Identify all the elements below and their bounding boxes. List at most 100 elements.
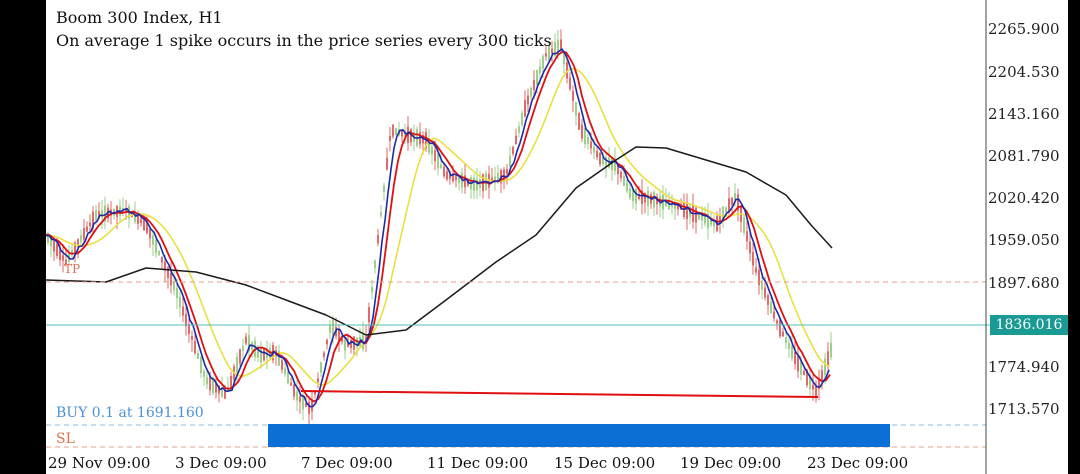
candle-body — [566, 62, 568, 79]
candle-body — [674, 203, 676, 210]
time-tick: 3 Dec 09:00 — [175, 454, 267, 472]
candle-body — [302, 394, 304, 410]
candle-body — [236, 357, 238, 373]
candle-body — [749, 241, 751, 254]
candle-body — [728, 198, 730, 213]
candle-body — [308, 402, 310, 414]
candle-body — [446, 171, 448, 180]
candle-body — [773, 311, 775, 319]
candle-body — [770, 301, 772, 314]
candle-body — [317, 378, 319, 383]
price-chart[interactable] — [46, 0, 1080, 474]
candle-body — [65, 259, 67, 265]
candle-body — [380, 212, 382, 216]
price-tick: 2143.160 — [988, 105, 1060, 123]
candle-body — [77, 239, 79, 248]
candle-body — [248, 335, 250, 351]
candle-body — [737, 194, 739, 211]
time-tick: 23 Dec 09:00 — [807, 454, 909, 472]
candle-body — [779, 319, 781, 337]
time-tick: 15 Dec 09:00 — [554, 454, 656, 472]
candle-body — [299, 396, 301, 402]
candle-body — [86, 226, 88, 232]
candle-body — [215, 382, 217, 393]
candle-body — [146, 221, 148, 234]
candle-body — [419, 132, 421, 145]
time-tick: 7 Dec 09:00 — [301, 454, 393, 472]
candle-body — [536, 70, 538, 85]
candle-body — [734, 193, 736, 200]
candle-body — [623, 175, 625, 187]
candle-body — [821, 370, 823, 381]
candle-body — [230, 375, 232, 387]
candle-body — [188, 323, 190, 335]
candle-body — [212, 377, 214, 394]
sl-label[interactable]: SL — [56, 431, 75, 447]
candle-body — [776, 320, 778, 324]
candle-body — [293, 384, 295, 397]
candle-body — [437, 153, 439, 169]
candle-body — [818, 378, 820, 390]
candle-body — [782, 331, 784, 337]
candle-body — [431, 146, 433, 155]
candle-body — [563, 51, 565, 65]
candle-body — [731, 197, 733, 205]
candle-body — [803, 370, 805, 375]
candle-body — [497, 172, 499, 183]
candle-body — [560, 39, 562, 51]
trade-zone-rectangle[interactable] — [268, 424, 890, 447]
candle-body — [371, 286, 373, 293]
candle-body — [539, 66, 541, 74]
candle-body — [206, 377, 208, 385]
candle-body — [593, 146, 595, 153]
candle-body — [785, 337, 787, 343]
candle-body — [395, 127, 397, 135]
candle-body — [506, 169, 508, 174]
candle-body — [755, 267, 757, 273]
candle-body — [227, 387, 229, 392]
candles-group — [47, 29, 832, 426]
candle-body — [356, 337, 358, 347]
candle-body — [515, 135, 517, 145]
chart-window[interactable]: Boom 300 Index, H1 On average 1 spike oc… — [46, 0, 1080, 474]
candle-body — [530, 87, 532, 98]
buy-order-label[interactable]: BUY 0.1 at 1691.160 — [56, 405, 204, 421]
candle-body — [554, 42, 556, 56]
candle-body — [323, 352, 325, 357]
candle-body — [329, 325, 331, 333]
time-tick: 11 Dec 09:00 — [427, 454, 529, 472]
candle-body — [443, 166, 445, 177]
candle-body — [320, 362, 322, 373]
candle-body — [314, 391, 316, 395]
candle-body — [767, 295, 769, 305]
window-edge — [1068, 0, 1080, 474]
candle-body — [95, 210, 97, 220]
candle-body — [710, 220, 712, 225]
candle-body — [746, 231, 748, 242]
candle-body — [200, 356, 202, 374]
candle-body — [812, 384, 814, 390]
candle-body — [641, 190, 643, 204]
candle-body — [590, 141, 592, 149]
candle-body — [401, 129, 403, 137]
candle-body — [800, 361, 802, 375]
candle-body — [647, 190, 649, 207]
candle-body — [143, 216, 145, 231]
candle-body — [275, 350, 277, 354]
candle-body — [179, 296, 181, 308]
candle-body — [209, 375, 211, 391]
candle-body — [176, 288, 178, 298]
candle-body — [575, 102, 577, 116]
candle-body — [140, 219, 142, 224]
candle-body — [455, 176, 457, 181]
candle-body — [344, 336, 346, 351]
price-tick: 1713.570 — [988, 400, 1060, 418]
candle-body — [578, 113, 580, 130]
moving-average-long — [46, 146, 833, 336]
candle-body — [257, 346, 259, 358]
candle-body — [392, 124, 394, 137]
candle-body — [458, 175, 460, 184]
candle-body — [287, 372, 289, 384]
candle-body — [524, 100, 526, 117]
candle-body — [665, 200, 667, 207]
